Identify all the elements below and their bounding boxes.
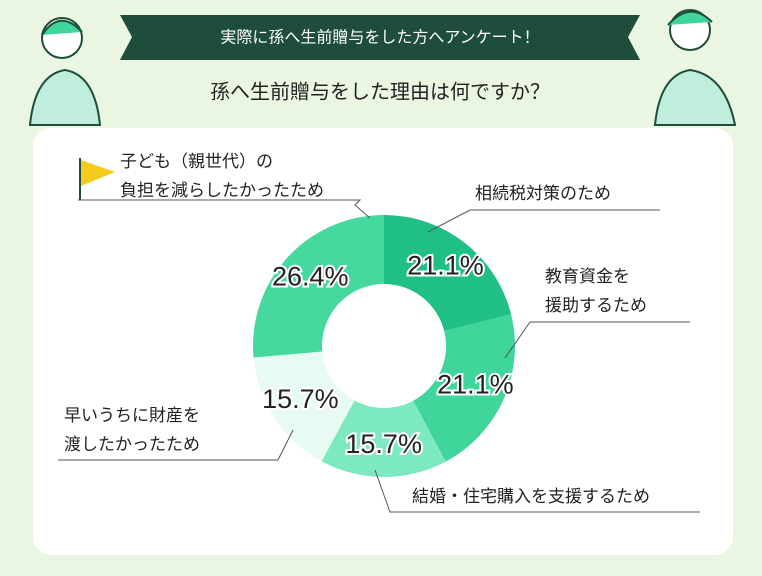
callouts	[58, 199, 700, 513]
value-label: 15.7%	[345, 429, 422, 459]
category-label: 子ども（親世代）の 負担を減らしたかったため	[120, 152, 324, 201]
value-label: 21.1%	[437, 370, 514, 400]
value-label: 26.4%	[272, 262, 349, 292]
person-right	[653, 9, 737, 126]
donut-segment	[253, 351, 355, 462]
category-label: 教育資金を 援助するため	[545, 267, 647, 316]
person-left	[28, 17, 102, 126]
value-label: 15.7%	[262, 384, 339, 414]
donut-segment	[321, 400, 446, 477]
panel	[33, 128, 733, 555]
category-label: 早いうちに財産を 渡したかったため	[64, 406, 200, 455]
value-label: 21.1%	[407, 250, 484, 280]
donut-segment	[413, 314, 515, 462]
question: 孫へ生前贈与をした理由は何ですか？	[210, 80, 550, 104]
donut-segment	[384, 215, 512, 331]
category-label: 結婚・住宅購入を支援するため	[412, 487, 650, 507]
banner	[120, 15, 640, 60]
donut-segment	[253, 215, 384, 358]
category-label: 相続税対策のため	[475, 184, 611, 204]
flag-icon	[79, 158, 115, 200]
banner-text: 実際に孫へ生前贈与をした方へアンケート！	[220, 28, 539, 47]
